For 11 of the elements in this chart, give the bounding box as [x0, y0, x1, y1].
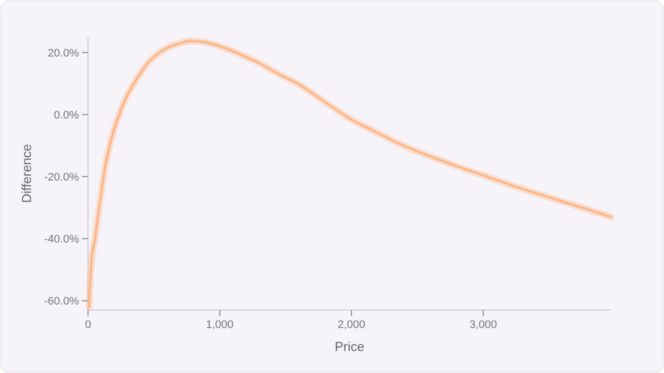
y-tick-label: 0.0% [54, 109, 80, 122]
y-tick-label: -40.0% [44, 234, 80, 246]
y-axis-title: Difference [19, 144, 34, 204]
y-tick-label: -60.0% [44, 296, 80, 308]
y-tick-label: 20.0% [48, 47, 80, 60]
x-tick-label: 1,000 [206, 319, 234, 331]
x-tick-label: 2,000 [338, 319, 366, 331]
y-tick-label: -20.0% [44, 171, 80, 184]
x-axis-title: Price [334, 339, 364, 354]
x-tick-label: 3,000 [469, 319, 497, 331]
x-tick-label: 0 [84, 319, 92, 331]
